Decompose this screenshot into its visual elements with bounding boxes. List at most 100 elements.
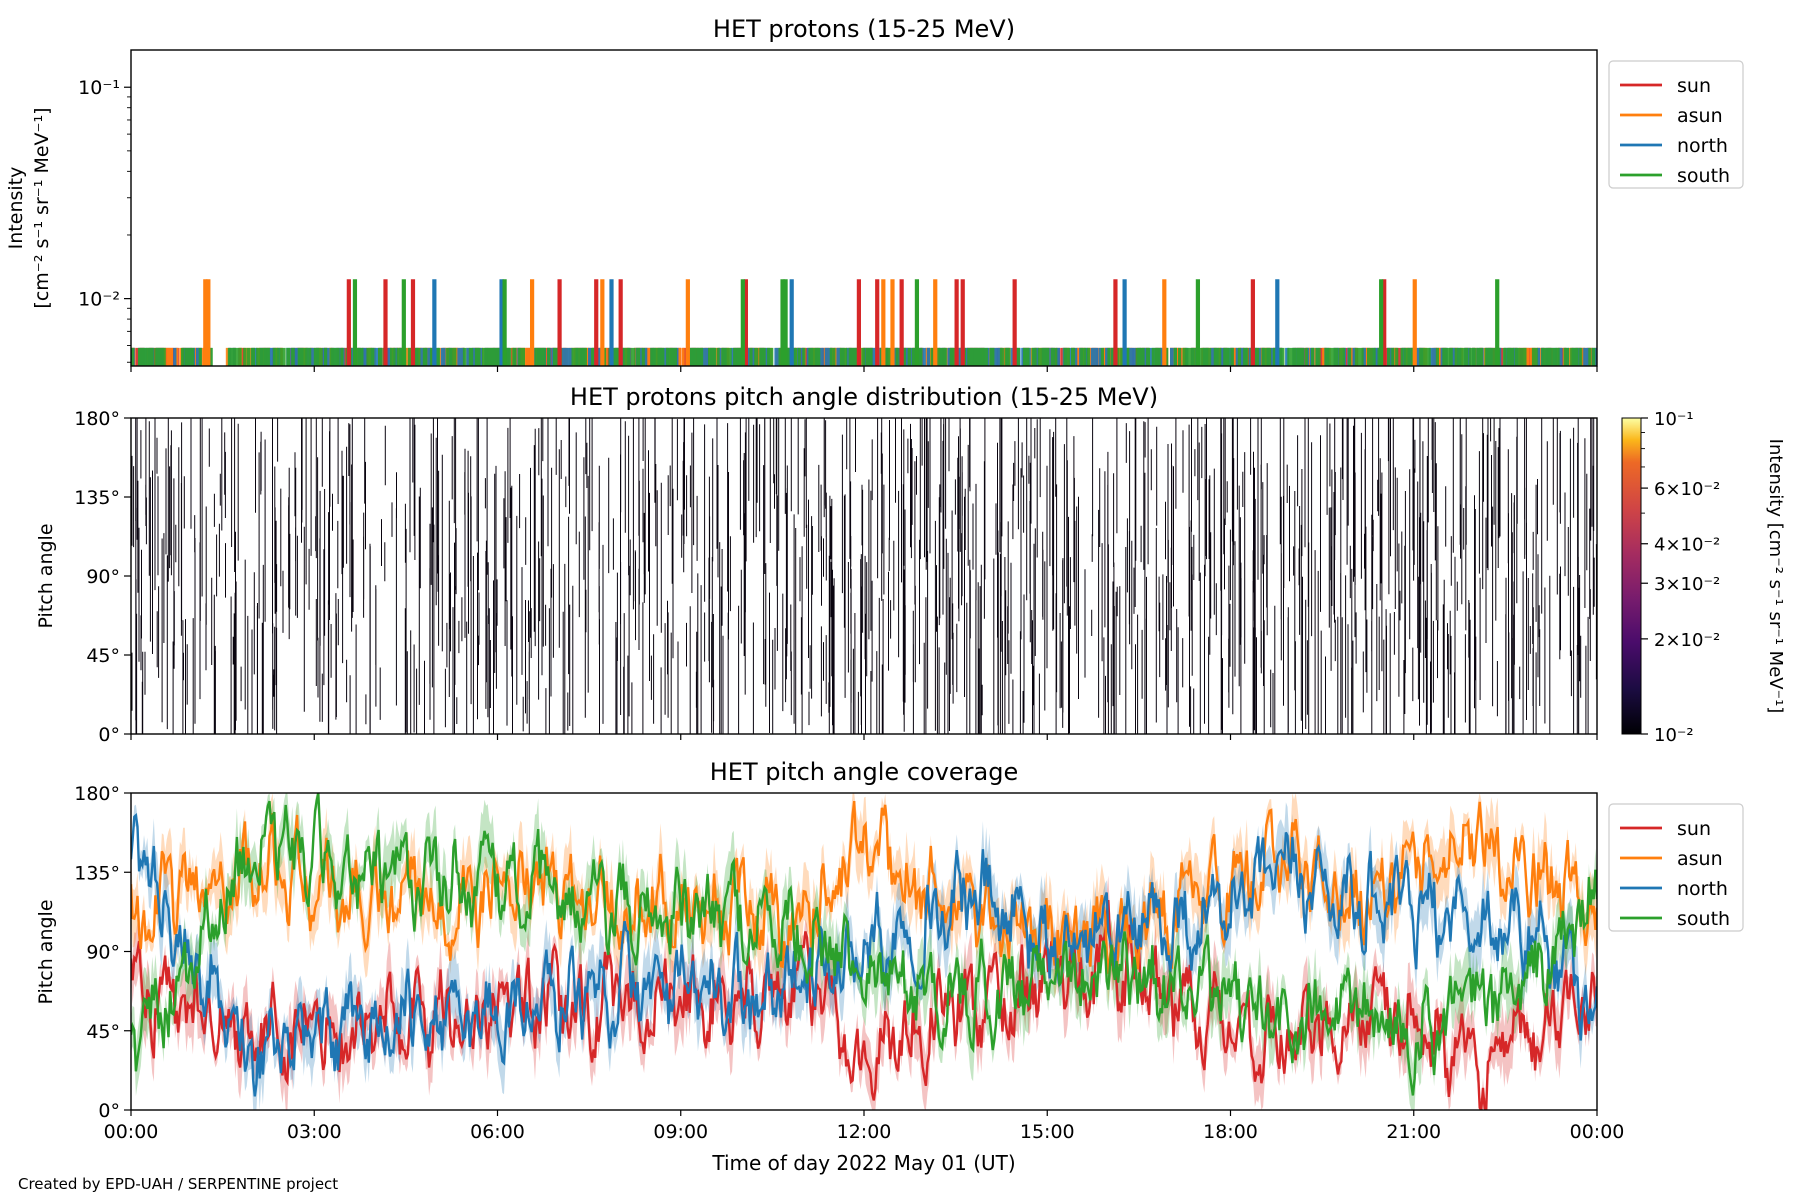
intensity-spike-sun xyxy=(1113,279,1118,366)
x-tick-label: 03:00 xyxy=(287,1121,342,1143)
colorbar-tick-label: 2×10⁻² xyxy=(1654,630,1720,651)
colorbar-tick-label: 6×10⁻² xyxy=(1654,479,1720,500)
pad-title: HET protons pitch angle distribution (15… xyxy=(570,383,1158,411)
intensity-spike-sun xyxy=(954,279,959,366)
pad-y-tick-label: 90° xyxy=(86,566,120,588)
colorbar-ticks: 10⁻¹ 6×10⁻² 4×10⁻² 3×10⁻² 2×10⁻² 10⁻² xyxy=(1641,409,1720,746)
coverage-band-sun xyxy=(131,875,1597,1110)
intensity-spike-south xyxy=(914,279,920,366)
colorbar-tick-label: 10⁻¹ xyxy=(1654,409,1694,430)
intensity-panel: HET protons (15-25 MeV) 10⁻¹ 10⁻² Intensi… xyxy=(5,15,1744,367)
intensity-spike-south xyxy=(783,279,788,366)
x-tick-label: 00:00 xyxy=(104,1121,159,1143)
coverage-title: HET pitch angle coverage xyxy=(710,758,1018,786)
intensity-spike-asun xyxy=(881,279,886,366)
coverage-line-north xyxy=(131,812,1597,1097)
intensity-spike-asun xyxy=(600,279,605,366)
coverage-y-tick-label: 135° xyxy=(74,862,120,884)
intensity-spike-sun xyxy=(1382,279,1387,366)
coverage-line-south xyxy=(131,793,1597,1096)
coverage-plot-area xyxy=(131,793,1597,1110)
intensity-spike-sun xyxy=(410,279,416,366)
intensity-spike-asun xyxy=(1162,279,1167,366)
intensity-spike-north xyxy=(432,279,437,366)
intensity-spike-asun xyxy=(529,279,535,366)
intensity-spike-asun xyxy=(890,279,895,366)
intensity-spike-asun xyxy=(1412,279,1417,366)
x-tick-label: 18:00 xyxy=(1203,1121,1258,1143)
legend-label-sun: sun xyxy=(1677,75,1711,97)
intensity-ylabel-line2: [cm⁻² s⁻¹ sr⁻¹ MeV⁻¹] xyxy=(31,107,53,308)
legend-label-asun: asun xyxy=(1677,848,1723,870)
pad-y-tick-label: 45° xyxy=(86,645,120,667)
intensity-spike-sun xyxy=(743,279,748,366)
intensity-spike-north xyxy=(789,279,794,366)
intensity-spike-north xyxy=(1122,279,1127,366)
coverage-panel: HET pitch angle coverage 180° 135° 90° 45° 0… xyxy=(35,758,1744,1122)
intensity-spike-asun xyxy=(203,279,208,366)
legend-frame xyxy=(1608,60,1744,189)
pad-y-tick-label: 0° xyxy=(98,724,120,746)
intensity-spike-north xyxy=(609,279,614,366)
intensity-title: HET protons (15-25 MeV) xyxy=(713,15,1015,43)
credit-text: Created by EPD-UAH / SERPENTINE project xyxy=(18,1175,339,1193)
intensity-spike-sun xyxy=(383,279,388,366)
intensity-spike-south xyxy=(780,279,785,366)
colorbar-tick-label: 10⁻² xyxy=(1654,725,1694,746)
intensity-spike-south xyxy=(1195,279,1200,366)
legend-label-north: north xyxy=(1677,135,1728,157)
legend-label-asun: asun xyxy=(1677,105,1723,127)
coverage-y-tick-label: 0° xyxy=(98,1100,120,1122)
pad-y-tick-label: 180° xyxy=(74,408,120,430)
intensity-legend: sun asun north south xyxy=(1608,60,1744,189)
pad-y-axis: 180° 135° 90° 45° 0° xyxy=(74,408,131,746)
colorbar-tick-label: 4×10⁻² xyxy=(1654,535,1720,556)
intensity-spike-sun xyxy=(1012,279,1017,366)
x-tick-label: 00:00 xyxy=(1570,1121,1625,1143)
intensity-y-tick-label: 10⁻² xyxy=(78,289,120,311)
intensity-spike-sun xyxy=(1250,279,1255,366)
legend-frame xyxy=(1608,803,1744,932)
legend-label-sun: sun xyxy=(1677,818,1711,840)
legend-label-north: north xyxy=(1677,878,1728,900)
colorbar: 10⁻¹ 6×10⁻² 4×10⁻² 3×10⁻² 2×10⁻² 10⁻² Intensi… xyxy=(1621,409,1786,746)
x-tick-label: 06:00 xyxy=(470,1121,525,1143)
intensity-spike-sun xyxy=(618,279,623,366)
intensity-y-tick-label: 10⁻¹ xyxy=(78,77,120,99)
colorbar-gradient xyxy=(1621,417,1642,735)
intensity-spike-south xyxy=(352,279,358,366)
x-tick-label: 09:00 xyxy=(653,1121,708,1143)
intensity-spike-south xyxy=(401,279,406,366)
intensity-spike-north xyxy=(1275,279,1280,366)
x-tick-label: 12:00 xyxy=(837,1121,892,1143)
coverage-y-tick-label: 90° xyxy=(86,942,120,964)
x-axis-label: Time of day 2022 May 01 (UT) xyxy=(711,1151,1015,1175)
intensity-spike-sun xyxy=(594,279,599,366)
coverage-legend: sun asun north south xyxy=(1608,803,1744,932)
intensity-spike-sun xyxy=(346,279,351,366)
coverage-y-tick-label: 180° xyxy=(74,783,120,805)
x-tick-label: 15:00 xyxy=(1020,1121,1075,1143)
pad-y-tick-label: 135° xyxy=(74,487,120,509)
intensity-spike-sun xyxy=(875,279,880,366)
intensity-spike-asun xyxy=(206,279,211,366)
colorbar-tick-label: 3×10⁻² xyxy=(1654,574,1720,595)
pad-panel: HET protons pitch angle distribution (15… xyxy=(35,383,1786,746)
intensity-spike-north xyxy=(499,279,504,366)
colorbar-label: Intensity [cm⁻² s⁻¹ sr⁻¹ MeV⁻¹] xyxy=(1765,439,1786,714)
x-tick-label: 21:00 xyxy=(1386,1121,1441,1143)
intensity-y-axis: 10⁻¹ 10⁻² xyxy=(78,77,131,363)
intensity-spike-south xyxy=(502,279,507,366)
coverage-ylabel: Pitch angle xyxy=(35,899,57,1004)
intensity-spike-south xyxy=(740,279,745,366)
legend-label-south: south xyxy=(1677,165,1730,187)
intensity-spike-sun xyxy=(960,279,965,366)
intensity-spike-sun xyxy=(856,279,861,366)
intensity-plot-area xyxy=(131,279,1597,366)
x-axis-ticks: 00:00 03:00 06:00 09:00 12:00 15:00 18:00 21:00… xyxy=(104,366,1625,1143)
intensity-ylabel-line1: Intensity xyxy=(5,167,27,250)
coverage-line-sun xyxy=(131,899,1597,1110)
pad-streaks xyxy=(131,418,1597,734)
legend-label-south: south xyxy=(1677,908,1730,930)
